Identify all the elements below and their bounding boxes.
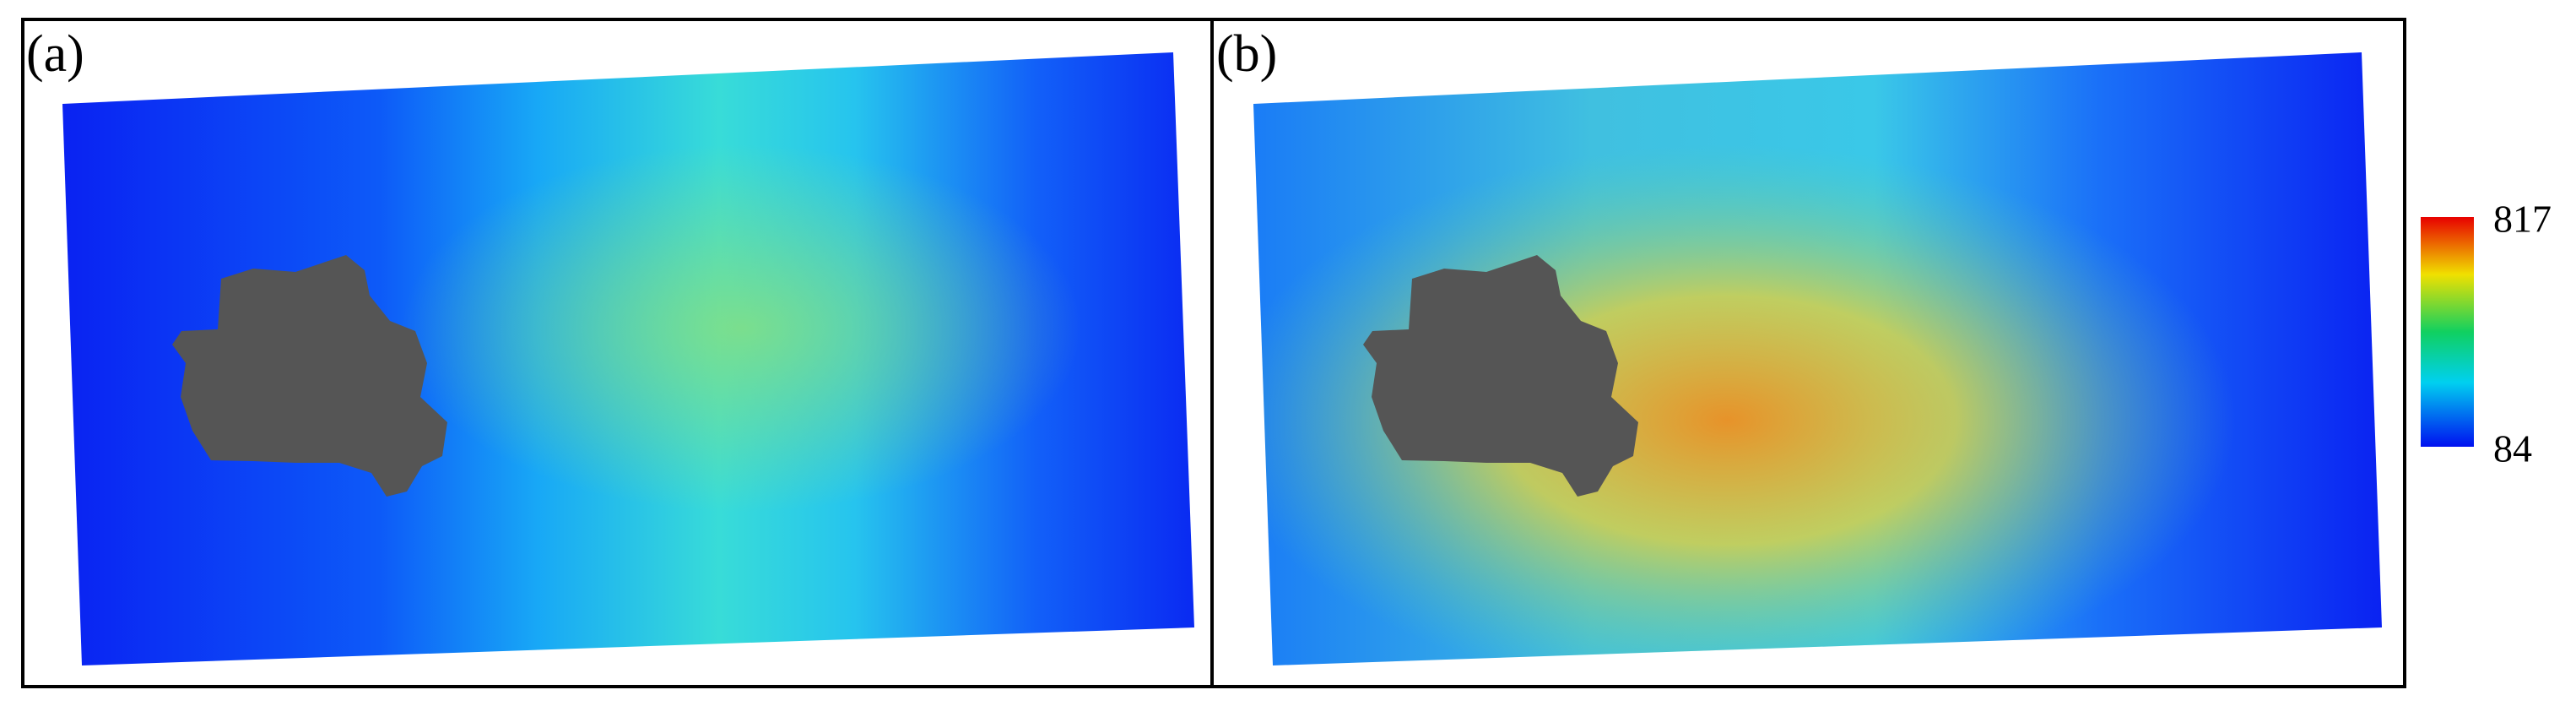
colorbar-max: 817 xyxy=(2493,198,2552,241)
panel-label: (b) xyxy=(1216,25,1277,83)
image-a-highlight xyxy=(62,52,1194,665)
island-b xyxy=(1363,255,1638,497)
island-a xyxy=(172,255,447,497)
panel-label: (a) xyxy=(26,25,84,83)
image-b-highlight xyxy=(1253,52,2382,665)
colorbar xyxy=(2421,217,2474,447)
colorbar-min: 84 xyxy=(2493,427,2532,470)
